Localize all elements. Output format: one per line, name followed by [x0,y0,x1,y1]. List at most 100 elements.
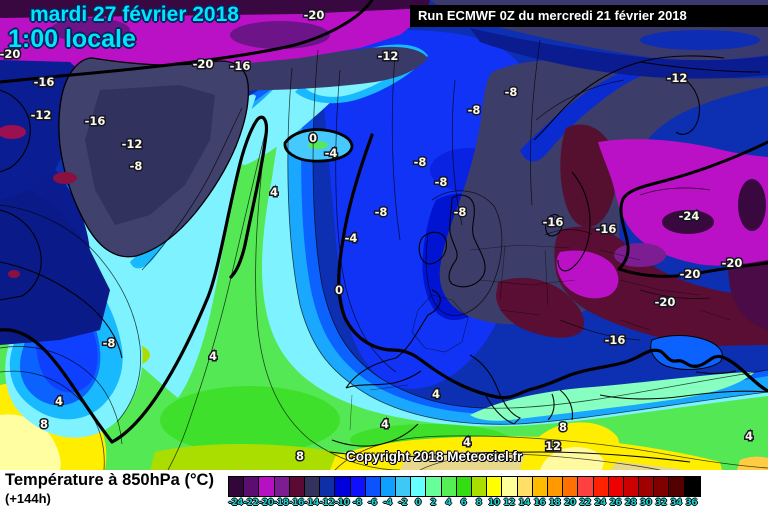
legend-panel: Température à 850hPa (°C) (+144h) -24 -22… [0,470,768,512]
isotherm-labels: -20 -20 -16 -16 -12 -12 -16 -16 -12 -12 -8 -8 -20 -20… [0,7,755,465]
legend-value: 6 [460,498,467,508]
isotherm-0c-line [0,115,768,444]
isotherm-label: -4 [325,146,338,160]
legend-swatch [456,477,472,496]
legend-swatch [593,477,609,496]
isotherm-label: -12 [667,71,688,85]
isotherm-label: -16 [230,59,251,73]
legend-swatch [578,477,594,496]
map-title: Température à 850hPa (°C) [5,471,214,489]
temperature-map: -20 -20 -16 -16 -12 -12 -16 -16 -12 -12 -8 -8 -20 -20… [0,0,768,470]
legend-value: -16 [288,498,304,508]
isotherm-label: -8 [130,159,143,173]
isotherm-label: 4 [432,387,440,401]
isotherm-label: -20 [722,256,743,270]
isotherm-label: -8 [130,159,143,173]
legend-value: 22 [579,498,591,508]
isotherm-label: 4 [270,185,278,199]
legend-value: 24 [594,498,606,508]
isotherm-label: -20 [680,267,701,281]
isotherm-label: -12 [31,108,52,122]
copyright-watermark: Copyright 2018 Meteociel.fr [346,449,523,464]
legend-value: -8 [352,498,363,508]
isotherm-label: 0 [335,283,343,297]
legend-swatch [259,477,275,496]
legend-swatch [654,477,670,496]
legend-value: 2 [430,498,436,508]
legend-value: 36 [685,498,697,508]
isotherm-label: -8 [468,103,481,117]
isotherm-label: 4 [432,387,440,401]
isotherm-label: 8 [296,449,304,463]
isotherm-label: 8 [559,420,567,434]
isotherm-label: -8 [375,205,388,219]
isotherm-label: -20 [722,256,743,270]
model-run-banner: Run ECMWF 0Z du mercredi 21 février 2018 [410,5,768,27]
legend-swatch [380,477,397,496]
isotherm-label: -8 [505,85,518,99]
legend-value: 20 [563,498,576,508]
legend-value: -22 [243,498,259,508]
legend-swatch [502,477,518,496]
isotherm-label: 4 [381,417,389,431]
legend-swatch [487,477,503,496]
isotherm-label: -16 [34,75,55,89]
isotherm-label: -20 [680,267,701,281]
isotherm-label: -16 [605,333,626,347]
legend-swatch [684,477,700,496]
legend-value: 26 [609,498,622,508]
isotherm-label: -8 [468,103,481,117]
legend-value: 30 [639,498,652,508]
legend-value: 8 [475,498,482,508]
isotherm-label: -4 [345,231,358,245]
isotherm-label: -20 [0,47,20,61]
color-scale: -24 -22 -20 -18 -16 -14 -12 -10 -8 -6 -4 -2 0 2 4 6 8 10 1… [228,476,701,508]
isotherm-label: -16 [596,222,617,236]
isotherm-label: 12 [545,439,561,453]
legend-swatch [608,477,624,496]
legend-swatch [350,477,366,496]
legend-swatch [335,477,351,496]
isotherm-label: -12 [378,49,399,63]
isotherm-label: -12 [31,108,52,122]
legend-swatch [320,477,336,496]
legend-value: -24 [228,498,243,508]
legend-swatch [547,477,564,496]
legend-swatch [244,477,260,496]
legend-value: -2 [398,498,408,508]
isotherm-label: 8 [40,417,48,431]
legend-swatch [365,477,381,496]
color-scale-values: -24 -22 -20 -18 -16 -14 -12 -10 -8 -6 -4 -2 0 2 4 6 8 10 1… [228,498,699,508]
legend-value: -4 [382,498,393,508]
legend-swatch [623,477,640,496]
isotherm-label: 12 [545,439,561,453]
legend-swatch [532,477,548,496]
isotherm-label: -24 [679,209,700,223]
isotherm-label: -24 [679,209,700,223]
isotherm-label: -20 [0,47,20,61]
isotherm-label: -8 [375,205,388,219]
isotherm-label: -8 [414,155,427,169]
isotherm-label: -8 [103,336,116,350]
isotherm-label: -4 [345,231,358,245]
legend-value: 34 [670,498,682,508]
legend-value: -10 [334,498,350,508]
legend-swatch [304,477,321,496]
legend-swatch [274,477,290,496]
isotherm-label: -16 [605,333,626,347]
country-borders [349,244,731,431]
isotherm-label: 0 [309,131,317,145]
isotherm-label: 8 [296,449,304,463]
isotherm-label: 4 [55,394,63,408]
legend-value: -6 [367,498,378,508]
isotherm-minus20c-line [0,0,768,278]
isotherm-label: 8 [40,417,48,431]
region-fills [0,0,768,470]
color-scale-swatches [228,476,701,497]
forecast-datetime: mardi 27 février 2018 1:00 locale [8,4,239,52]
isotherm-label: -8 [435,175,448,189]
legend-value: -12 [319,498,335,508]
isotherm-label: 4 [209,349,217,363]
legend-value: -18 [273,498,289,508]
